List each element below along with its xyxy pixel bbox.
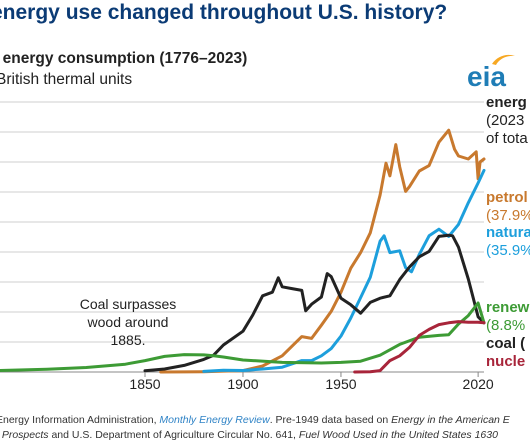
logo-text: eia (467, 61, 506, 92)
coal-annotation: Coal surpasses wood around 1885. (80, 296, 177, 348)
label-natural-gas-share: (35.9% (486, 242, 530, 259)
annotation-line-2: wood around (87, 314, 169, 330)
x-axis-ticks: 1850 1900 1950 2020 (129, 372, 494, 392)
source-line-1-middle: . Pre-1949 data based on (269, 414, 392, 426)
x-tick-label: 2020 (463, 376, 494, 392)
source-link-mer[interactable]: Monthly Energy Review (159, 414, 270, 426)
label-renewables-name: renew (486, 299, 530, 316)
series-line-nuclear (353, 320, 486, 374)
source-line-1-prefix: Energy Information Administration, (0, 414, 160, 426)
page-header: energy use changed throughout U.S. histo… (0, 0, 530, 30)
logo-swoosh (492, 54, 515, 65)
series-line-coal (143, 233, 486, 373)
source-line-2-middle: and U.S. Department of Agriculture Circu… (48, 429, 299, 441)
source-line-2-circular: Fuel Wood Used in the United States 1630 (298, 429, 498, 441)
page-title: energy use changed throughout U.S. histo… (0, 1, 448, 24)
chart-title: . energy consumption (1776–2023) (0, 50, 248, 67)
x-tick-label: 1850 (129, 376, 160, 392)
label-petroleum-name: petrol (486, 189, 528, 206)
x-tick-label: 1950 (325, 376, 356, 392)
source-line-2-title: f Prospects (0, 429, 49, 441)
label-petroleum-share: (37.9% (486, 207, 530, 224)
annotation-line-3: 1885. (110, 332, 145, 348)
annotation-line-1: Coal surpasses (80, 296, 177, 312)
label-total-line-2: (2023 (486, 112, 524, 129)
chart-subtitle: British thermal units (0, 71, 133, 88)
x-tick-label: 1900 (227, 376, 258, 392)
label-nuclear: nucle (486, 353, 525, 370)
series-line-renewables (0, 301, 486, 372)
label-total-line-1: energ (486, 94, 527, 111)
series-line-natural-gas (202, 168, 486, 373)
source-line-1: Energy Information Administration, Month… (0, 414, 510, 426)
label-renewables-share: (8.8% (486, 317, 525, 334)
label-coal: coal ( (486, 335, 525, 352)
label-natural-gas-name: natura (486, 224, 530, 241)
series-lines (0, 128, 486, 374)
eia-logo: eia (467, 54, 515, 92)
source-line-1-title: Energy in the American E (391, 414, 510, 426)
right-labels: energ (2023 of tota petrol (37.9% natura… (486, 94, 530, 370)
label-total-line-3: of tota (486, 130, 528, 147)
source-line-2: f Prospects and U.S. Department of Agric… (0, 429, 498, 441)
